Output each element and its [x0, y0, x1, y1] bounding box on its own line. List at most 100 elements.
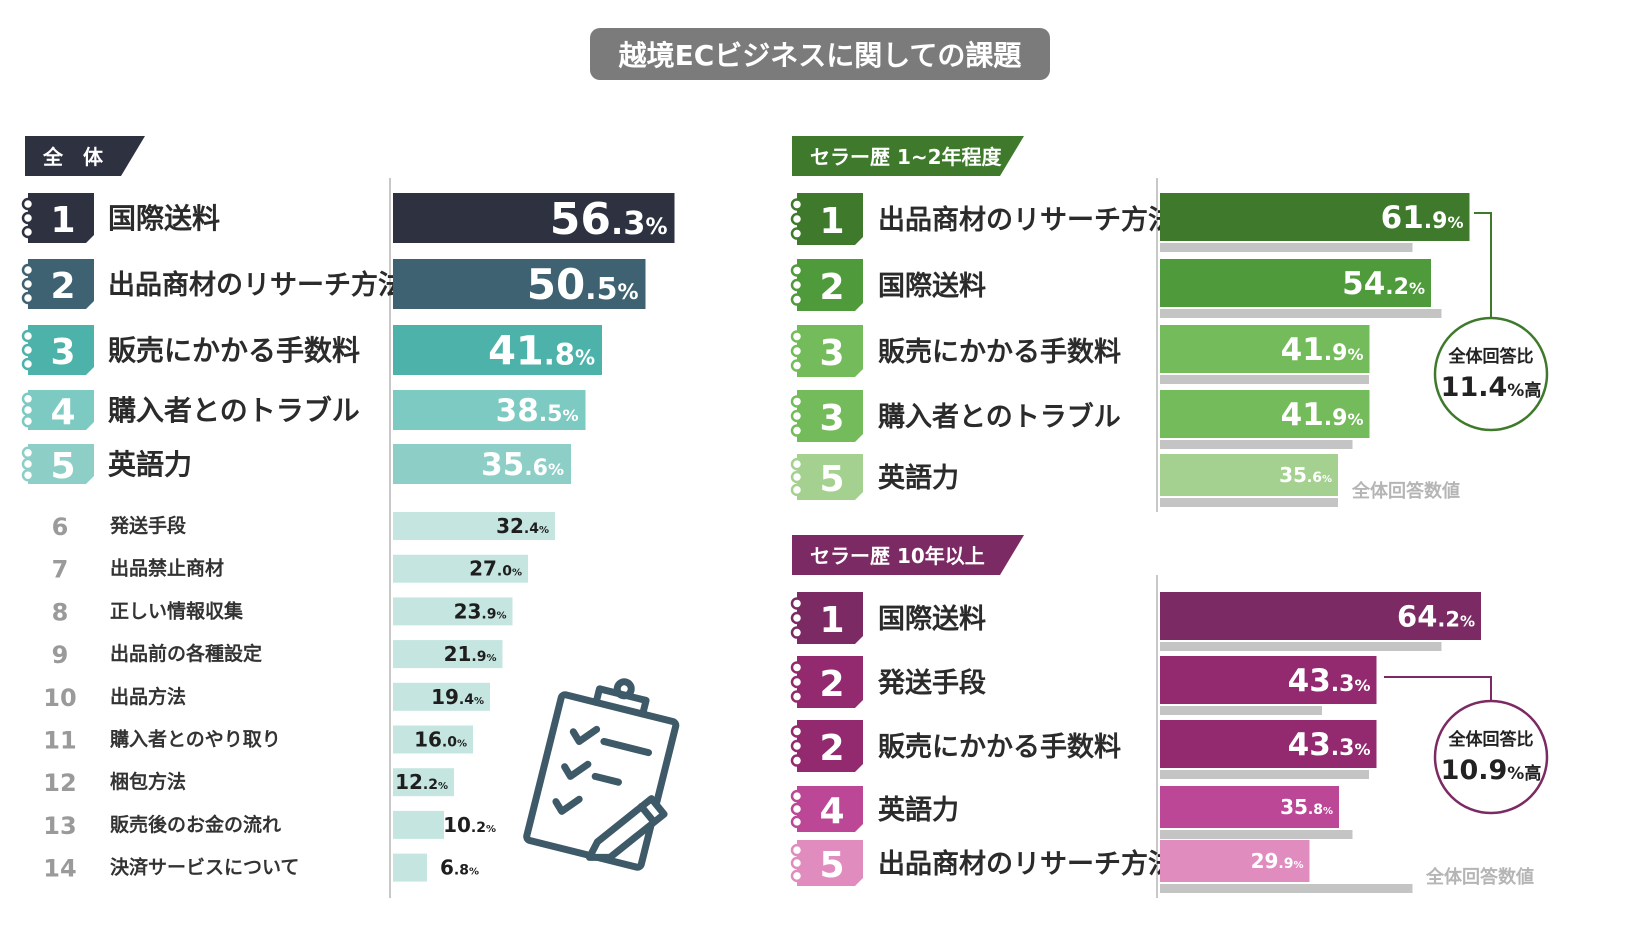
- seller10-item-4-ring-1: [790, 802, 804, 816]
- seller12-item-3-ring-1: [790, 344, 804, 358]
- overall-item-6-bar: [393, 512, 555, 540]
- seller12-reference-label: 全体回答数値: [1351, 480, 1460, 502]
- seller12-item-1-rank: 1: [819, 201, 844, 242]
- seller10-connector: [1384, 676, 1492, 701]
- seller10-item-1-label: 国際送料: [878, 604, 986, 635]
- page-title: 越境ECビジネスに関しての課題: [590, 28, 1050, 80]
- overall-item-3-bar: [393, 325, 602, 375]
- overall-item-7-value: 27.0%: [469, 557, 522, 581]
- seller10-item-1-bar: [1160, 592, 1481, 640]
- overall-item-12-value: 12.2%: [395, 770, 448, 794]
- seller12-item-2-value: 54.2%: [1342, 266, 1425, 302]
- seller10-item-2-rank: 2: [819, 664, 844, 705]
- overall-item-1-ring-2: [21, 225, 35, 239]
- overall-item-14-rank: 14: [43, 855, 76, 883]
- seller12-item-3-ring-0: [790, 330, 804, 343]
- seller12-item-1-ring-0: [790, 198, 804, 211]
- clipboard-check-2: [561, 760, 622, 786]
- overall-item-11-value: 16.0%: [414, 728, 467, 752]
- overall-item-3-ring-0: [21, 329, 35, 343]
- seller12-item-5-bar: [1160, 454, 1338, 496]
- seller12-item-4-label: 購入者とのトラブル: [878, 401, 1121, 433]
- overall-item-1-label: 国際送料: [108, 202, 220, 235]
- seller12-item-5-ring-0: [790, 457, 804, 471]
- seller12-item-5-rank: 5: [819, 459, 844, 500]
- seller12-annotation-value: 11.4%高: [1441, 372, 1542, 403]
- overall-item-4-rank: 4: [50, 392, 75, 433]
- overall-item-5-rank: 5: [50, 446, 75, 487]
- seller10-item-5-bar: [1160, 840, 1310, 882]
- seller10-item-3-rank: 2: [819, 728, 844, 769]
- seller10-item-1-value: 64.2%: [1397, 599, 1475, 633]
- overall-title-label: 全 体: [42, 145, 104, 169]
- seller12-item-1-bar: [1160, 193, 1470, 241]
- overall-item-6-value: 32.4%: [496, 514, 549, 538]
- overall-item-4-badge: [28, 390, 94, 430]
- overall-item-5-value: 35.6%: [481, 447, 564, 483]
- clipboard-ring: [613, 678, 635, 700]
- seller12-item-1-reference-bar: [1160, 243, 1413, 252]
- overall-item-1-ring-1: [21, 211, 35, 225]
- seller10-item-4-label: 英語力: [878, 794, 959, 826]
- seller10-item-2-bar: [1160, 656, 1377, 704]
- overall-item-3-label: 販売にかかる手数料: [108, 334, 360, 367]
- seller12-item-5-reference-bar: [1160, 498, 1338, 507]
- overall-item-2-ring-2: [21, 291, 35, 305]
- seller10-annotation-line1: 全体回答比: [1448, 729, 1534, 750]
- overall-item-13-bar: [393, 810, 444, 839]
- overall-item-4-ring-2: [21, 414, 35, 428]
- overall-item-7-rank: 7: [52, 556, 69, 584]
- overall-item-9-bar: [393, 640, 503, 669]
- seller12-item-2-badge: [797, 259, 863, 311]
- seller10-item-1-badge: [797, 592, 863, 644]
- seller12-annotation-circle: [1433, 316, 1549, 432]
- seller10-item-5-ring-2: [790, 869, 804, 883]
- seller12-item-3-badge: [797, 325, 863, 377]
- seller10-annotation-circle: [1433, 699, 1549, 815]
- seller12-item-1-ring-1: [790, 212, 804, 226]
- overall-item-5-bar: [393, 444, 571, 484]
- overall-item-1-bar: [393, 193, 675, 243]
- overall-item-5-ring-2: [21, 468, 35, 482]
- overall-item-1-rank: 1: [50, 200, 75, 241]
- seller10-item-3-bar: [1160, 720, 1377, 768]
- seller10-item-5-value: 29.9%: [1251, 849, 1304, 873]
- seller10-item-4-reference-bar: [1160, 830, 1353, 839]
- seller12-item-2-reference-bar: [1160, 309, 1442, 318]
- seller10-item-4-ring-0: [790, 789, 804, 803]
- seller12-title: セラー歴 1~2年程度: [792, 136, 1024, 176]
- overall-item-10-bar: [393, 682, 490, 711]
- seller10-item-1-ring-0: [790, 597, 804, 610]
- overall-item-5-badge: [28, 444, 94, 484]
- seller10-item-2-value: 43.3%: [1288, 663, 1371, 699]
- chart-seller10: 1 国際送料 64.2% 2 発送手段 43.3% 2 販売にかかる手数料 43.3% 4 英語力 3…: [790, 575, 1549, 898]
- overall-item-7-bar: [393, 554, 528, 583]
- seller12-title-label: セラー歴 1~2年程度: [810, 145, 1003, 169]
- seller10-item-1-rank: 1: [819, 600, 844, 641]
- overall-item-3-ring-2: [21, 357, 35, 371]
- overall-item-13-rank: 13: [43, 812, 76, 840]
- seller10-item-5-ring-0: [790, 843, 804, 857]
- clipboard-check-1: [569, 725, 653, 757]
- seller12-item-5-label: 英語力: [878, 462, 959, 494]
- seller10-title-label: セラー歴 10年以上: [810, 544, 985, 568]
- seller10-item-3-reference-bar: [1160, 770, 1369, 779]
- overall-item-11-bar: [393, 725, 473, 754]
- seller12-annotation-line1: 全体回答比: [1448, 346, 1534, 367]
- seller12-item-2-rank: 2: [819, 267, 844, 308]
- seller10-item-3-badge: [797, 720, 863, 772]
- seller10-item-5-badge: [797, 840, 863, 886]
- overall-item-13-label: 販売後のお金の流れ: [110, 813, 281, 836]
- seller10-item-4-value: 35.8%: [1280, 795, 1333, 819]
- seller12-item-5-badge: [797, 454, 863, 500]
- overall-item-13-value: 10.2%: [443, 813, 496, 837]
- seller10-reference-label: 全体回答数値: [1425, 866, 1534, 888]
- overall-item-10-rank: 10: [43, 684, 76, 712]
- overall-item-10-label: 出品方法: [110, 685, 186, 708]
- overall-item-4-ring-0: [21, 392, 35, 406]
- seller12-item-5-value: 35.6%: [1279, 463, 1332, 487]
- overall-item-8-value: 23.9%: [454, 599, 507, 623]
- overall-item-2-ring-0: [21, 263, 35, 277]
- chart-seller12: 1 出品商材のリサーチ方法 61.9% 2 国際送料 54.2% 3 販売にかかる手数料 41.…: [790, 178, 1549, 512]
